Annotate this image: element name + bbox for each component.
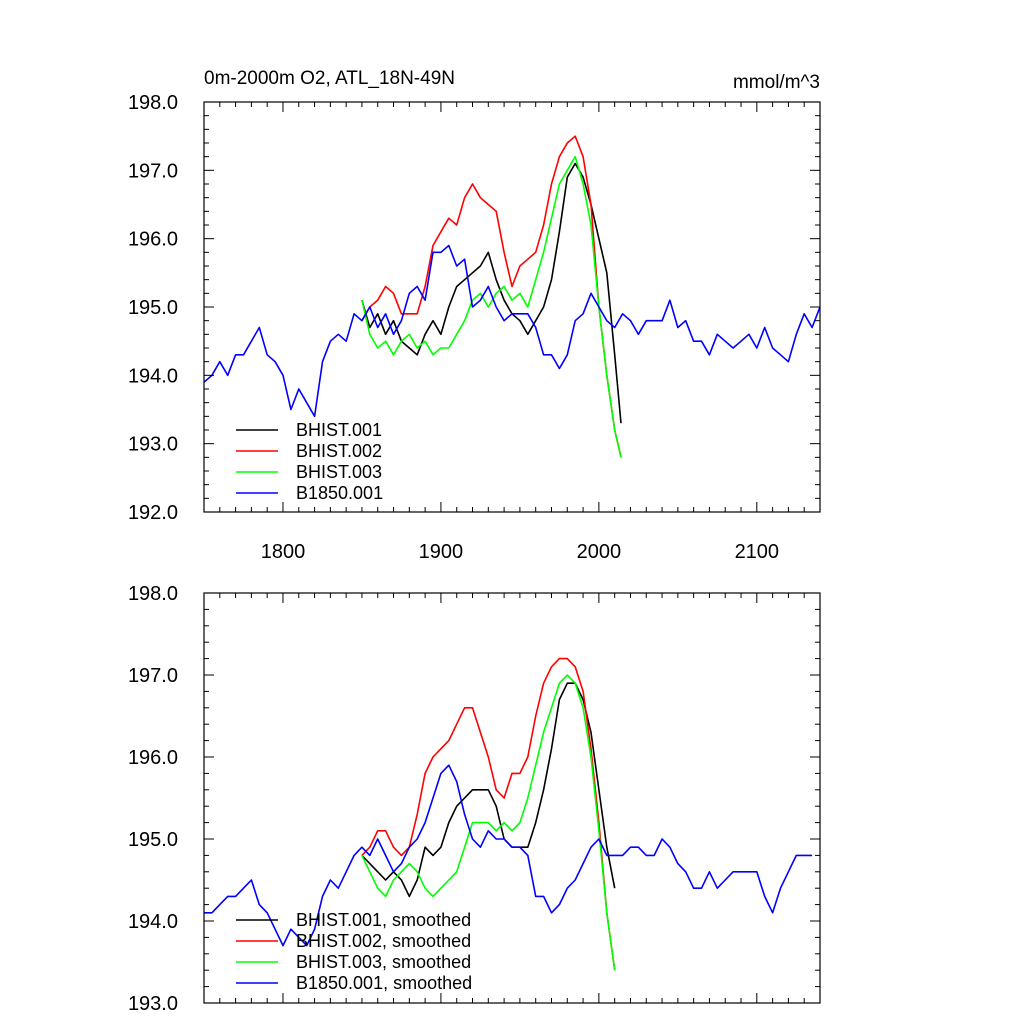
x-tick-label: 1900 xyxy=(419,541,464,563)
y-tick-label: 197.0 xyxy=(128,160,178,182)
series-line-bhist-002 xyxy=(361,135,622,458)
legend-item: BHIST.003, smoothed xyxy=(236,952,471,972)
y-tick-label: 193.0 xyxy=(128,993,178,1015)
legend-label: BHIST.002 xyxy=(296,441,382,461)
y-tick-label: 194.0 xyxy=(128,365,178,387)
legend-item: BHIST.002, smoothed xyxy=(236,931,471,951)
y-tick-label: 195.0 xyxy=(128,297,178,319)
plot-frame xyxy=(203,592,821,1004)
y-tick-label: 198.0 xyxy=(128,92,178,114)
y-tick-label: 197.0 xyxy=(128,665,178,687)
y-tick-label: 194.0 xyxy=(128,911,178,933)
y-tick-label: 192.0 xyxy=(128,502,178,524)
legend-label: BHIST.001 xyxy=(296,420,382,440)
top-series-group xyxy=(204,135,820,458)
legend-label: B1850.001 xyxy=(296,483,383,503)
legend-item: B1850.001 xyxy=(236,483,383,503)
series-line-b1850-001-smoothed xyxy=(204,764,813,947)
legend-label: BHIST.003, smoothed xyxy=(296,952,471,972)
y-tick-label: 193.0 xyxy=(128,434,178,456)
top-axes: 192.0 193.0 194.0 195.0 196.0 197.0 198.0 1800 1… xyxy=(128,92,821,563)
y-tick-label: 195.0 xyxy=(128,829,178,851)
legend-label: BHIST.002, smoothed xyxy=(296,931,471,951)
bottom-series-group xyxy=(204,657,813,971)
series-line-bhist-001-smoothed xyxy=(361,682,616,898)
units-label: mmol/m^3 xyxy=(733,72,820,93)
x-tick-label: 1800 xyxy=(261,541,306,563)
legend-item: BHIST.001, smoothed xyxy=(236,910,471,930)
bottom-axes: 193.0 194.0 195.0 196.0 197.0 198.0 xyxy=(128,583,821,1015)
series-line-bhist-003 xyxy=(361,155,622,458)
series-line-b1850-001 xyxy=(204,244,820,418)
y-tick-label: 198.0 xyxy=(128,583,178,605)
y-tick-label: 196.0 xyxy=(128,229,178,251)
legend-label: B1850.001, smoothed xyxy=(296,973,472,993)
chart-title: 0m-2000m O2, ATL_18N-49N xyxy=(204,68,455,89)
legend-item: B1850.001, smoothed xyxy=(236,973,472,993)
legend-item: BHIST.002 xyxy=(236,441,382,461)
x-tick-label: 2100 xyxy=(735,541,780,563)
legend-label: BHIST.001, smoothed xyxy=(296,910,471,930)
legend-label: BHIST.003 xyxy=(296,462,382,482)
legend-item: BHIST.001 xyxy=(236,420,382,440)
bottom-panel: 193.0 194.0 195.0 196.0 197.0 198.0 BHIST.001… xyxy=(128,583,821,1015)
series-line-bhist-002-smoothed xyxy=(361,657,616,971)
top-panel: 0m-2000m O2, ATL_18N-49N mmol/m^3 192.01… xyxy=(128,68,821,563)
series-line-bhist-003-smoothed xyxy=(361,674,616,971)
y-tick-label: 196.0 xyxy=(128,747,178,769)
legend-item: BHIST.003 xyxy=(236,462,382,482)
x-tick-label: 2000 xyxy=(577,541,622,563)
